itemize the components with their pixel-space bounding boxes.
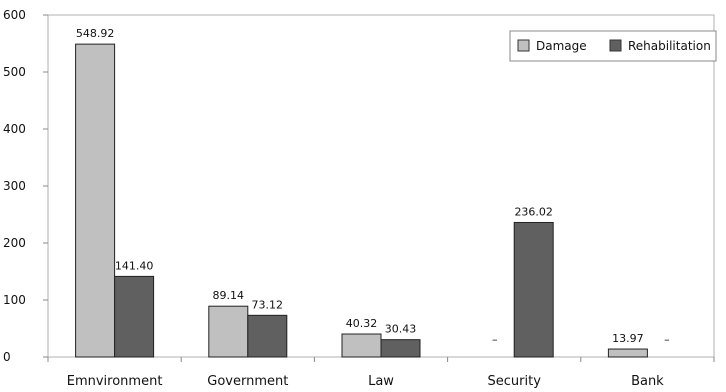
bar-rehabilitation-emnvironment	[114, 275, 155, 358]
legend-label-rehabilitation: Rehabilitation	[628, 39, 711, 53]
legend-label-damage: Damage	[536, 39, 587, 53]
bars-group	[75, 43, 648, 358]
legend-box	[509, 30, 717, 62]
data-label: 40.32	[346, 317, 378, 330]
bar-rehabilitation-law	[380, 339, 421, 358]
bar-rehabilitation-security	[513, 221, 554, 358]
bar-damage-bank	[607, 348, 648, 358]
legend: Damage Rehabilitation	[509, 30, 717, 62]
data-label: 89.14	[213, 289, 245, 302]
data-label-missing: –	[664, 333, 670, 346]
bar-rehabilitation-government	[247, 314, 288, 358]
x-category-label: Law	[368, 374, 394, 389]
x-axis: Emnvironment Government Law Security Bank	[47, 357, 715, 389]
bar-damage-government	[208, 305, 249, 358]
bar-damage-emnvironment	[75, 43, 116, 358]
y-tick-label: 200	[3, 236, 26, 250]
data-label: 141.40	[115, 259, 154, 272]
x-category-label: Bank	[631, 374, 664, 389]
plot-area	[47, 14, 715, 358]
data-label-missing: –	[492, 333, 498, 346]
data-label: 30.43	[385, 323, 417, 336]
y-axis: 0 100 200 300 400 500 600	[3, 8, 48, 364]
x-category-label: Emnvironment	[67, 374, 163, 389]
legend-swatch-damage	[517, 39, 530, 52]
data-label: 13.97	[612, 332, 644, 345]
y-tick-label: 100	[3, 293, 26, 307]
legend-swatch-rehabilitation	[609, 39, 622, 52]
y-tick-label: 300	[3, 179, 26, 193]
y-tick-label: 0	[3, 350, 11, 364]
data-label: 73.12	[252, 298, 284, 311]
x-category-label: Government	[207, 374, 288, 389]
data-labels-group: 548.92 141.40 89.14 73.12 40.32 30.43 – 236.02 1…	[76, 27, 670, 346]
bar-damage-law	[341, 333, 382, 358]
y-tick-label: 400	[3, 122, 26, 136]
x-category-label: Security	[488, 374, 542, 389]
y-tick-label: 500	[3, 65, 26, 79]
data-label: 548.92	[76, 27, 115, 40]
y-tick-label: 600	[3, 8, 26, 22]
data-label: 236.02	[514, 205, 553, 218]
